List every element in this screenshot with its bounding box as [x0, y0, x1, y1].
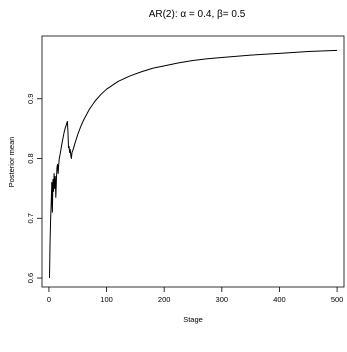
posterior-mean-line: [48, 49, 338, 279]
x-tick-label: 400: [273, 295, 286, 304]
y-axis-label: Posterior mean: [7, 137, 16, 188]
x-tick-label: 200: [158, 295, 171, 304]
x-tick-label: 100: [100, 295, 113, 304]
plot-frame: [41, 35, 345, 288]
y-axis: 0.6 0.7 0.8 0.9: [26, 94, 42, 283]
y-tick-label: 0.9: [26, 94, 35, 104]
chart-title: AR(2): α = 0.4, β= 0.5: [149, 9, 246, 20]
x-axis: 0 100 200 300 400 500: [47, 287, 344, 304]
x-axis-label: Stage: [183, 315, 203, 324]
y-tick-label: 0.6: [26, 273, 35, 283]
x-tick-label: 500: [331, 295, 344, 304]
y-tick-label: 0.7: [26, 213, 35, 223]
x-tick-label: 300: [216, 295, 229, 304]
y-tick-label: 0.8: [26, 153, 35, 163]
x-tick-label: 0: [47, 295, 51, 304]
series-layer: [48, 49, 338, 279]
